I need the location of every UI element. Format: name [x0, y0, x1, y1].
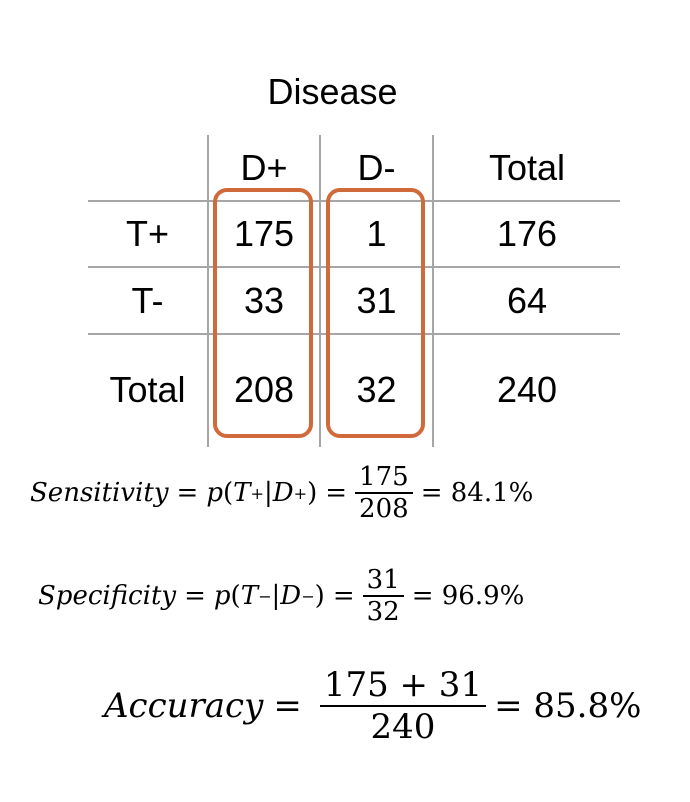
disease-sign: +: [293, 483, 308, 503]
accuracy-formula: Accuracy = 175 + 31 240 = 85.8%: [104, 665, 641, 747]
row-label-t-negative: T-: [131, 280, 164, 321]
header-total: Total: [488, 147, 566, 188]
disease-sign: −: [301, 586, 315, 606]
equals-sign-2: =: [325, 478, 348, 508]
probability-symbol: p: [213, 581, 231, 611]
sensitivity-result: = 84.1%: [420, 478, 534, 508]
test-sign: +: [250, 483, 264, 503]
open-paren: (: [222, 478, 234, 508]
vertical-divider-3: [432, 135, 434, 447]
sensitivity-formula: Sensitivity = p ( T + | D + ) = 175 208 …: [30, 462, 533, 524]
sensitivity-fraction: 175 208: [355, 462, 413, 524]
disease-symbol: D: [280, 581, 302, 611]
accuracy-fraction: 175 + 31 240: [319, 665, 487, 747]
row-label-t-positive: T+: [125, 213, 169, 254]
specificity-denominator: 32: [366, 597, 400, 627]
specificity-label: Specificity: [38, 581, 177, 611]
fraction-bar: [362, 595, 404, 597]
d-negative-column-highlight: [326, 188, 425, 438]
accuracy-numerator: 175 + 31: [323, 665, 483, 705]
vertical-divider-2: [319, 135, 321, 447]
accuracy-denominator: 240: [370, 707, 436, 747]
equals-sign: =: [273, 686, 302, 726]
cell-t-positive-d-positive: 175: [233, 213, 295, 254]
header-d-negative: D-: [357, 147, 396, 188]
sensitivity-denominator: 208: [359, 494, 409, 524]
sensitivity-label: Sensitivity: [30, 478, 169, 508]
cell-grand-total: 240: [496, 369, 558, 410]
cell-total-d-negative: 32: [356, 369, 397, 410]
horizontal-divider-3: [88, 333, 620, 335]
cell-t-negative-d-negative: 31: [356, 280, 397, 321]
header-d-positive: D+: [240, 147, 288, 188]
disease-symbol: D: [272, 478, 294, 508]
fraction-bar: [319, 705, 487, 707]
cell-t-positive-d-negative: 1: [366, 213, 387, 254]
specificity-result: = 96.9%: [411, 581, 525, 611]
specificity-numerator: 31: [366, 565, 400, 595]
sensitivity-numerator: 175: [359, 462, 409, 492]
test-symbol: T: [240, 581, 259, 611]
equals-sign-2: =: [332, 581, 355, 611]
equals-sign: =: [176, 478, 199, 508]
horizontal-divider-2: [88, 266, 620, 268]
given-bar: |: [271, 581, 281, 611]
cell-total-d-positive: 208: [233, 369, 295, 410]
cell-t-negative-total: 64: [506, 280, 548, 321]
table-title: Disease: [267, 71, 398, 112]
open-paren: (: [230, 581, 241, 611]
accuracy-label: Accuracy: [104, 686, 264, 726]
close-paren: ): [314, 581, 325, 611]
cell-t-negative-d-positive: 33: [243, 280, 285, 321]
equals-sign: =: [184, 581, 206, 611]
test-symbol: T: [233, 478, 251, 508]
accuracy-result: = 85.8%: [494, 686, 642, 726]
d-positive-column-highlight: [213, 188, 313, 438]
fraction-bar: [355, 492, 413, 494]
given-bar: |: [263, 478, 273, 508]
close-paren: ): [307, 478, 318, 508]
test-sign: −: [258, 586, 272, 606]
cell-t-positive-total: 176: [496, 213, 558, 254]
probability-symbol: p: [206, 478, 223, 508]
vertical-divider-1: [207, 135, 209, 447]
specificity-formula: Specificity = p ( T − | D − ) = 31 32 = …: [38, 565, 524, 627]
row-label-total: Total: [109, 369, 186, 410]
horizontal-divider-1: [88, 200, 620, 202]
specificity-fraction: 31 32: [362, 565, 404, 627]
